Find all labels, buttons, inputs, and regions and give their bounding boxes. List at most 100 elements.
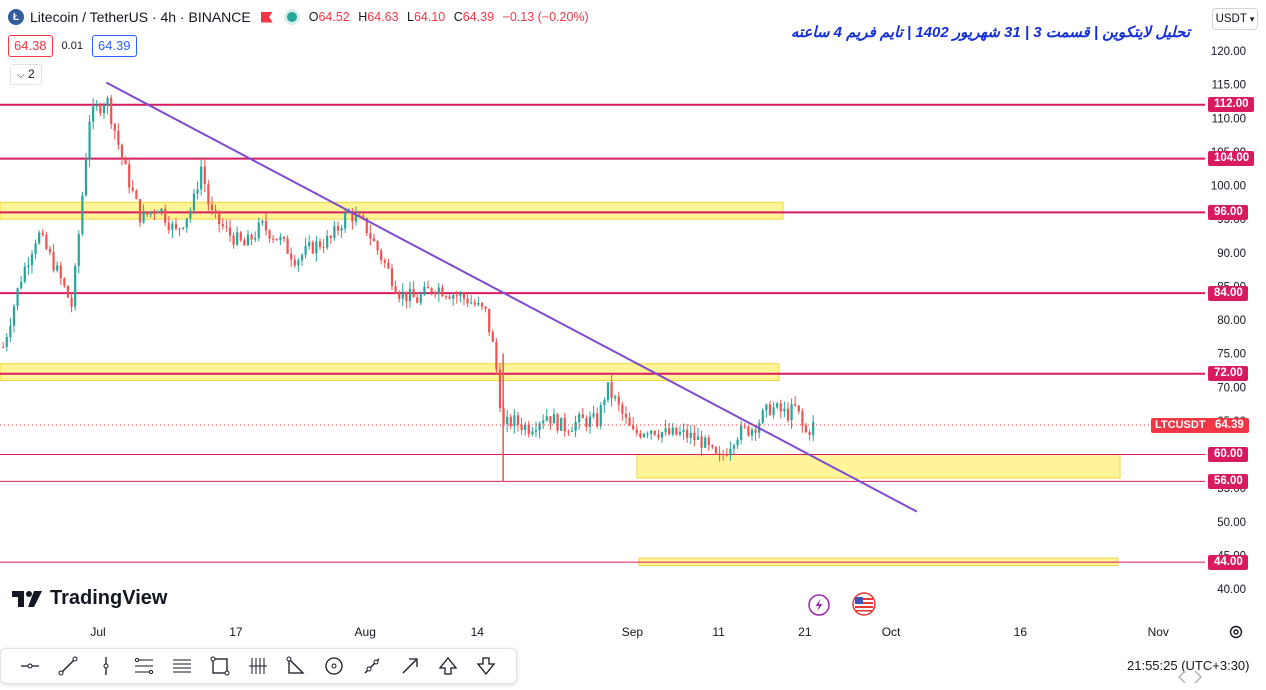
level-price-label: 112.00 [1208,97,1254,113]
candle-body [164,208,167,223]
indicators-count: 2 [27,67,35,81]
candle [538,421,541,439]
long-position-tool-icon[interactable] [239,648,277,684]
candle [761,408,764,425]
symbol-header: Ł Litecoin / TetherUS · 4h · BINANCE O64… [8,9,594,25]
candle [657,429,660,441]
candle [473,298,476,307]
candle-body [203,166,206,185]
sell-price-button[interactable]: 64.38 [8,35,53,57]
candle-body [664,428,667,433]
candle-body [2,346,5,348]
candle [722,449,725,461]
candle [779,399,782,419]
candle-body [743,425,746,427]
candle-body [9,325,12,337]
lightning-icon[interactable] [808,594,830,616]
candle-body [268,230,271,239]
candle [23,262,26,284]
triangle-pattern-tool-icon[interactable] [277,648,315,684]
horizontal-ray-tool-icon[interactable] [11,648,49,684]
candle-body [279,236,282,241]
market-status-icon[interactable] [286,12,297,22]
candle-body [426,286,430,289]
y-axis-tick-label: 40.00 [1217,584,1246,596]
candle-body [452,295,455,299]
buy-price-button[interactable]: 64.39 [91,35,137,57]
candle [326,229,329,251]
arrow-up-icon[interactable] [429,648,467,684]
candle-body [311,242,314,254]
candle-body [113,123,116,131]
candle [668,422,671,436]
candle-body [783,408,786,412]
tradingview-logo[interactable]: TradingView [12,587,167,610]
ellipse-tool-icon[interactable] [315,648,353,684]
candle [804,422,808,434]
candle [797,405,800,415]
fib-retracement-tool-icon[interactable] [163,648,201,684]
candle-body [599,405,602,427]
candle [99,102,102,117]
candle-body [646,433,649,435]
candle-body [401,291,404,299]
candle [653,430,656,437]
candle-body [383,260,386,263]
chart-title: تحلیل لایتکوین | قسمت 3 | 31 شهریور 1402… [790,24,1190,41]
arrow-tool-icon[interactable] [391,648,429,684]
candle-body [707,437,710,446]
level-price-label: 84.00 [1208,285,1248,301]
support-resistance-zone[interactable] [0,201,784,220]
candle-body [261,220,264,223]
candle-body [797,405,800,412]
candle-body [369,233,372,239]
candle-body [59,265,62,279]
trend-line-tool-icon[interactable] [49,648,87,684]
candle-body [376,241,379,251]
candle-body [174,223,178,229]
candle-body [38,232,41,244]
candle-body [628,417,631,426]
candle [16,287,19,311]
currency-selector[interactable]: USDT ▾ [1212,8,1258,30]
candle-body [603,399,606,406]
candle [477,296,480,307]
candle [20,275,23,290]
candle [740,420,743,445]
support-resistance-zone[interactable] [0,363,780,382]
clock-timezone[interactable]: 21:55:25 (UTC+3:30) [1127,658,1250,673]
candle-body [624,413,628,418]
candle-body [20,281,23,289]
support-resistance-zone[interactable] [636,454,1121,479]
chevron-down-icon: ⌵ [17,70,25,81]
candle-body [34,243,37,255]
candle-body [635,429,638,434]
us-flag-icon[interactable] [852,592,876,616]
rectangle-tool-icon[interactable] [201,648,239,684]
drawing-toolbar [0,648,517,684]
candle [311,240,314,255]
candle [765,403,768,418]
descending-trendline[interactable] [105,81,918,513]
candle-body [614,396,617,399]
candle-body [693,432,696,440]
candle-body [405,291,408,302]
candle-body [448,296,451,299]
gear-icon[interactable] [1228,624,1244,640]
parallel-channel-tool-icon[interactable] [125,648,163,684]
candle [300,253,304,266]
candle-body [5,336,8,348]
candle [678,426,682,437]
arrow-down-icon[interactable] [467,648,505,684]
candle [790,398,793,429]
symbol-title[interactable]: Litecoin / TetherUS · 4h · BINANCE [30,9,251,25]
candle [574,415,577,437]
indicators-toggle-button[interactable]: ⌵ 2 [10,64,42,85]
vertical-line-tool-icon[interactable] [87,648,125,684]
x-axis-tick-label: Oct [882,625,901,639]
candle-body [275,238,278,241]
chevron-left-right-icon[interactable] [1176,668,1204,686]
flag-icon[interactable] [260,11,273,23]
brush-tool-icon[interactable] [353,648,391,684]
